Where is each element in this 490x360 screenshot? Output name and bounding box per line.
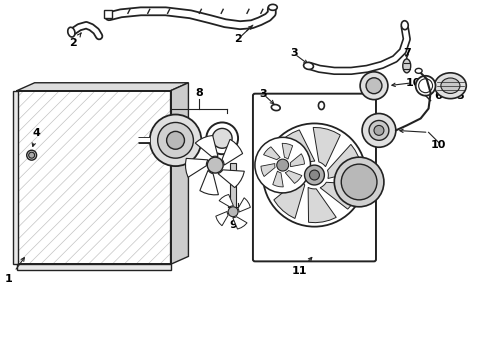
Ellipse shape bbox=[269, 4, 277, 10]
Bar bbox=[17, 264, 171, 270]
Ellipse shape bbox=[401, 21, 408, 30]
Polygon shape bbox=[308, 188, 336, 222]
Polygon shape bbox=[233, 217, 247, 229]
Polygon shape bbox=[219, 194, 233, 207]
Text: 7: 7 bbox=[403, 48, 411, 58]
Text: 10: 10 bbox=[431, 140, 446, 150]
Text: 11: 11 bbox=[292, 257, 312, 276]
Circle shape bbox=[416, 76, 436, 96]
Polygon shape bbox=[261, 163, 275, 176]
Circle shape bbox=[228, 207, 238, 217]
Circle shape bbox=[366, 78, 382, 94]
Polygon shape bbox=[285, 171, 302, 184]
Polygon shape bbox=[200, 170, 219, 195]
Text: 2: 2 bbox=[234, 25, 253, 44]
Ellipse shape bbox=[304, 62, 314, 69]
Ellipse shape bbox=[318, 102, 324, 109]
Circle shape bbox=[360, 72, 388, 100]
Bar bbox=[104, 10, 112, 18]
Polygon shape bbox=[327, 144, 362, 179]
Text: 3: 3 bbox=[291, 48, 298, 58]
Polygon shape bbox=[276, 130, 315, 163]
Ellipse shape bbox=[68, 27, 75, 37]
Ellipse shape bbox=[435, 73, 466, 99]
Circle shape bbox=[255, 137, 311, 193]
Polygon shape bbox=[290, 154, 304, 167]
Text: 5: 5 bbox=[457, 91, 464, 101]
Circle shape bbox=[277, 159, 289, 171]
Circle shape bbox=[263, 123, 366, 227]
Circle shape bbox=[207, 157, 223, 173]
Ellipse shape bbox=[415, 68, 422, 73]
Circle shape bbox=[369, 121, 389, 140]
Circle shape bbox=[212, 129, 232, 148]
Polygon shape bbox=[273, 171, 283, 187]
Polygon shape bbox=[282, 143, 293, 159]
Ellipse shape bbox=[403, 59, 411, 73]
Circle shape bbox=[362, 113, 396, 147]
Text: 4: 4 bbox=[32, 129, 41, 147]
Text: 6: 6 bbox=[435, 91, 442, 101]
Ellipse shape bbox=[271, 104, 280, 111]
Circle shape bbox=[206, 122, 238, 154]
Polygon shape bbox=[195, 135, 218, 157]
Text: 3: 3 bbox=[259, 89, 267, 99]
Circle shape bbox=[29, 152, 35, 158]
Circle shape bbox=[310, 170, 319, 180]
Circle shape bbox=[334, 157, 384, 207]
Polygon shape bbox=[264, 147, 280, 160]
Polygon shape bbox=[267, 159, 304, 187]
Text: 2: 2 bbox=[70, 33, 81, 48]
FancyBboxPatch shape bbox=[253, 94, 376, 261]
Polygon shape bbox=[216, 211, 228, 226]
Bar bbox=[230, 163, 236, 214]
Polygon shape bbox=[320, 182, 361, 209]
Polygon shape bbox=[313, 127, 340, 167]
Ellipse shape bbox=[441, 78, 460, 94]
Polygon shape bbox=[274, 178, 305, 219]
Polygon shape bbox=[171, 83, 189, 264]
Circle shape bbox=[150, 114, 201, 166]
Text: 9: 9 bbox=[229, 220, 237, 230]
Bar bbox=[13, 91, 18, 264]
Text: 10: 10 bbox=[406, 78, 421, 88]
Polygon shape bbox=[238, 198, 250, 212]
Circle shape bbox=[26, 150, 37, 160]
Circle shape bbox=[158, 122, 194, 158]
Polygon shape bbox=[218, 170, 245, 188]
Polygon shape bbox=[17, 91, 171, 264]
Polygon shape bbox=[186, 158, 208, 177]
Circle shape bbox=[418, 79, 433, 93]
Circle shape bbox=[341, 164, 377, 200]
Text: 8: 8 bbox=[195, 88, 203, 98]
Circle shape bbox=[305, 165, 324, 185]
Polygon shape bbox=[17, 83, 189, 91]
Text: 1: 1 bbox=[5, 258, 24, 284]
Circle shape bbox=[374, 125, 384, 135]
Circle shape bbox=[167, 131, 184, 149]
Polygon shape bbox=[222, 139, 243, 165]
